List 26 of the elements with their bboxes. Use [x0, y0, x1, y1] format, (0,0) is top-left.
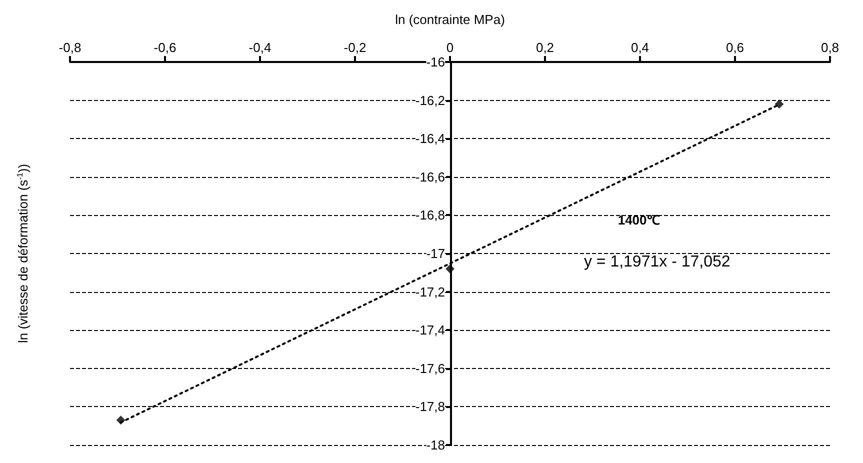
- y-tick-label: -17: [426, 246, 445, 261]
- x-axis-title: ln (contrainte MPa): [395, 12, 505, 27]
- point: [774, 100, 784, 109]
- y-tick-label: -18: [426, 438, 445, 452]
- y-tick-label: -16: [426, 54, 445, 70]
- y-tick-label: -16,8: [415, 208, 445, 223]
- y-tick-label: -17,2: [415, 284, 445, 300]
- x-tick-label: -0,4: [248, 40, 272, 55]
- y-tick-label: -17,4: [415, 322, 445, 338]
- y-tick-label: -16,2: [415, 92, 445, 108]
- annotation: y = 1,1971x - 17,052: [584, 253, 730, 270]
- y-axis-title: ln (vitesse de déformation (s-1)): [16, 164, 30, 344]
- x-tick-label: 0,4: [630, 40, 650, 55]
- x-tick-label: -0,6: [154, 40, 176, 55]
- x-tick-label: 0,6: [726, 40, 744, 55]
- y-tick-label: -17,6: [415, 360, 445, 376]
- y-tick-label: -16,6: [415, 169, 445, 184]
- x-tick-label: 0: [446, 40, 454, 55]
- y-tick-label: -17,8: [415, 399, 445, 414]
- x-tick-label: 0,8: [820, 40, 840, 55]
- point: [446, 264, 454, 274]
- x-tick-label: -0,2: [344, 40, 366, 55]
- x-tick-label: 0,2: [536, 40, 554, 55]
- point: [116, 416, 126, 425]
- y-tick-label: -16,4: [415, 131, 445, 146]
- x-tick-label: -0,8: [58, 40, 82, 55]
